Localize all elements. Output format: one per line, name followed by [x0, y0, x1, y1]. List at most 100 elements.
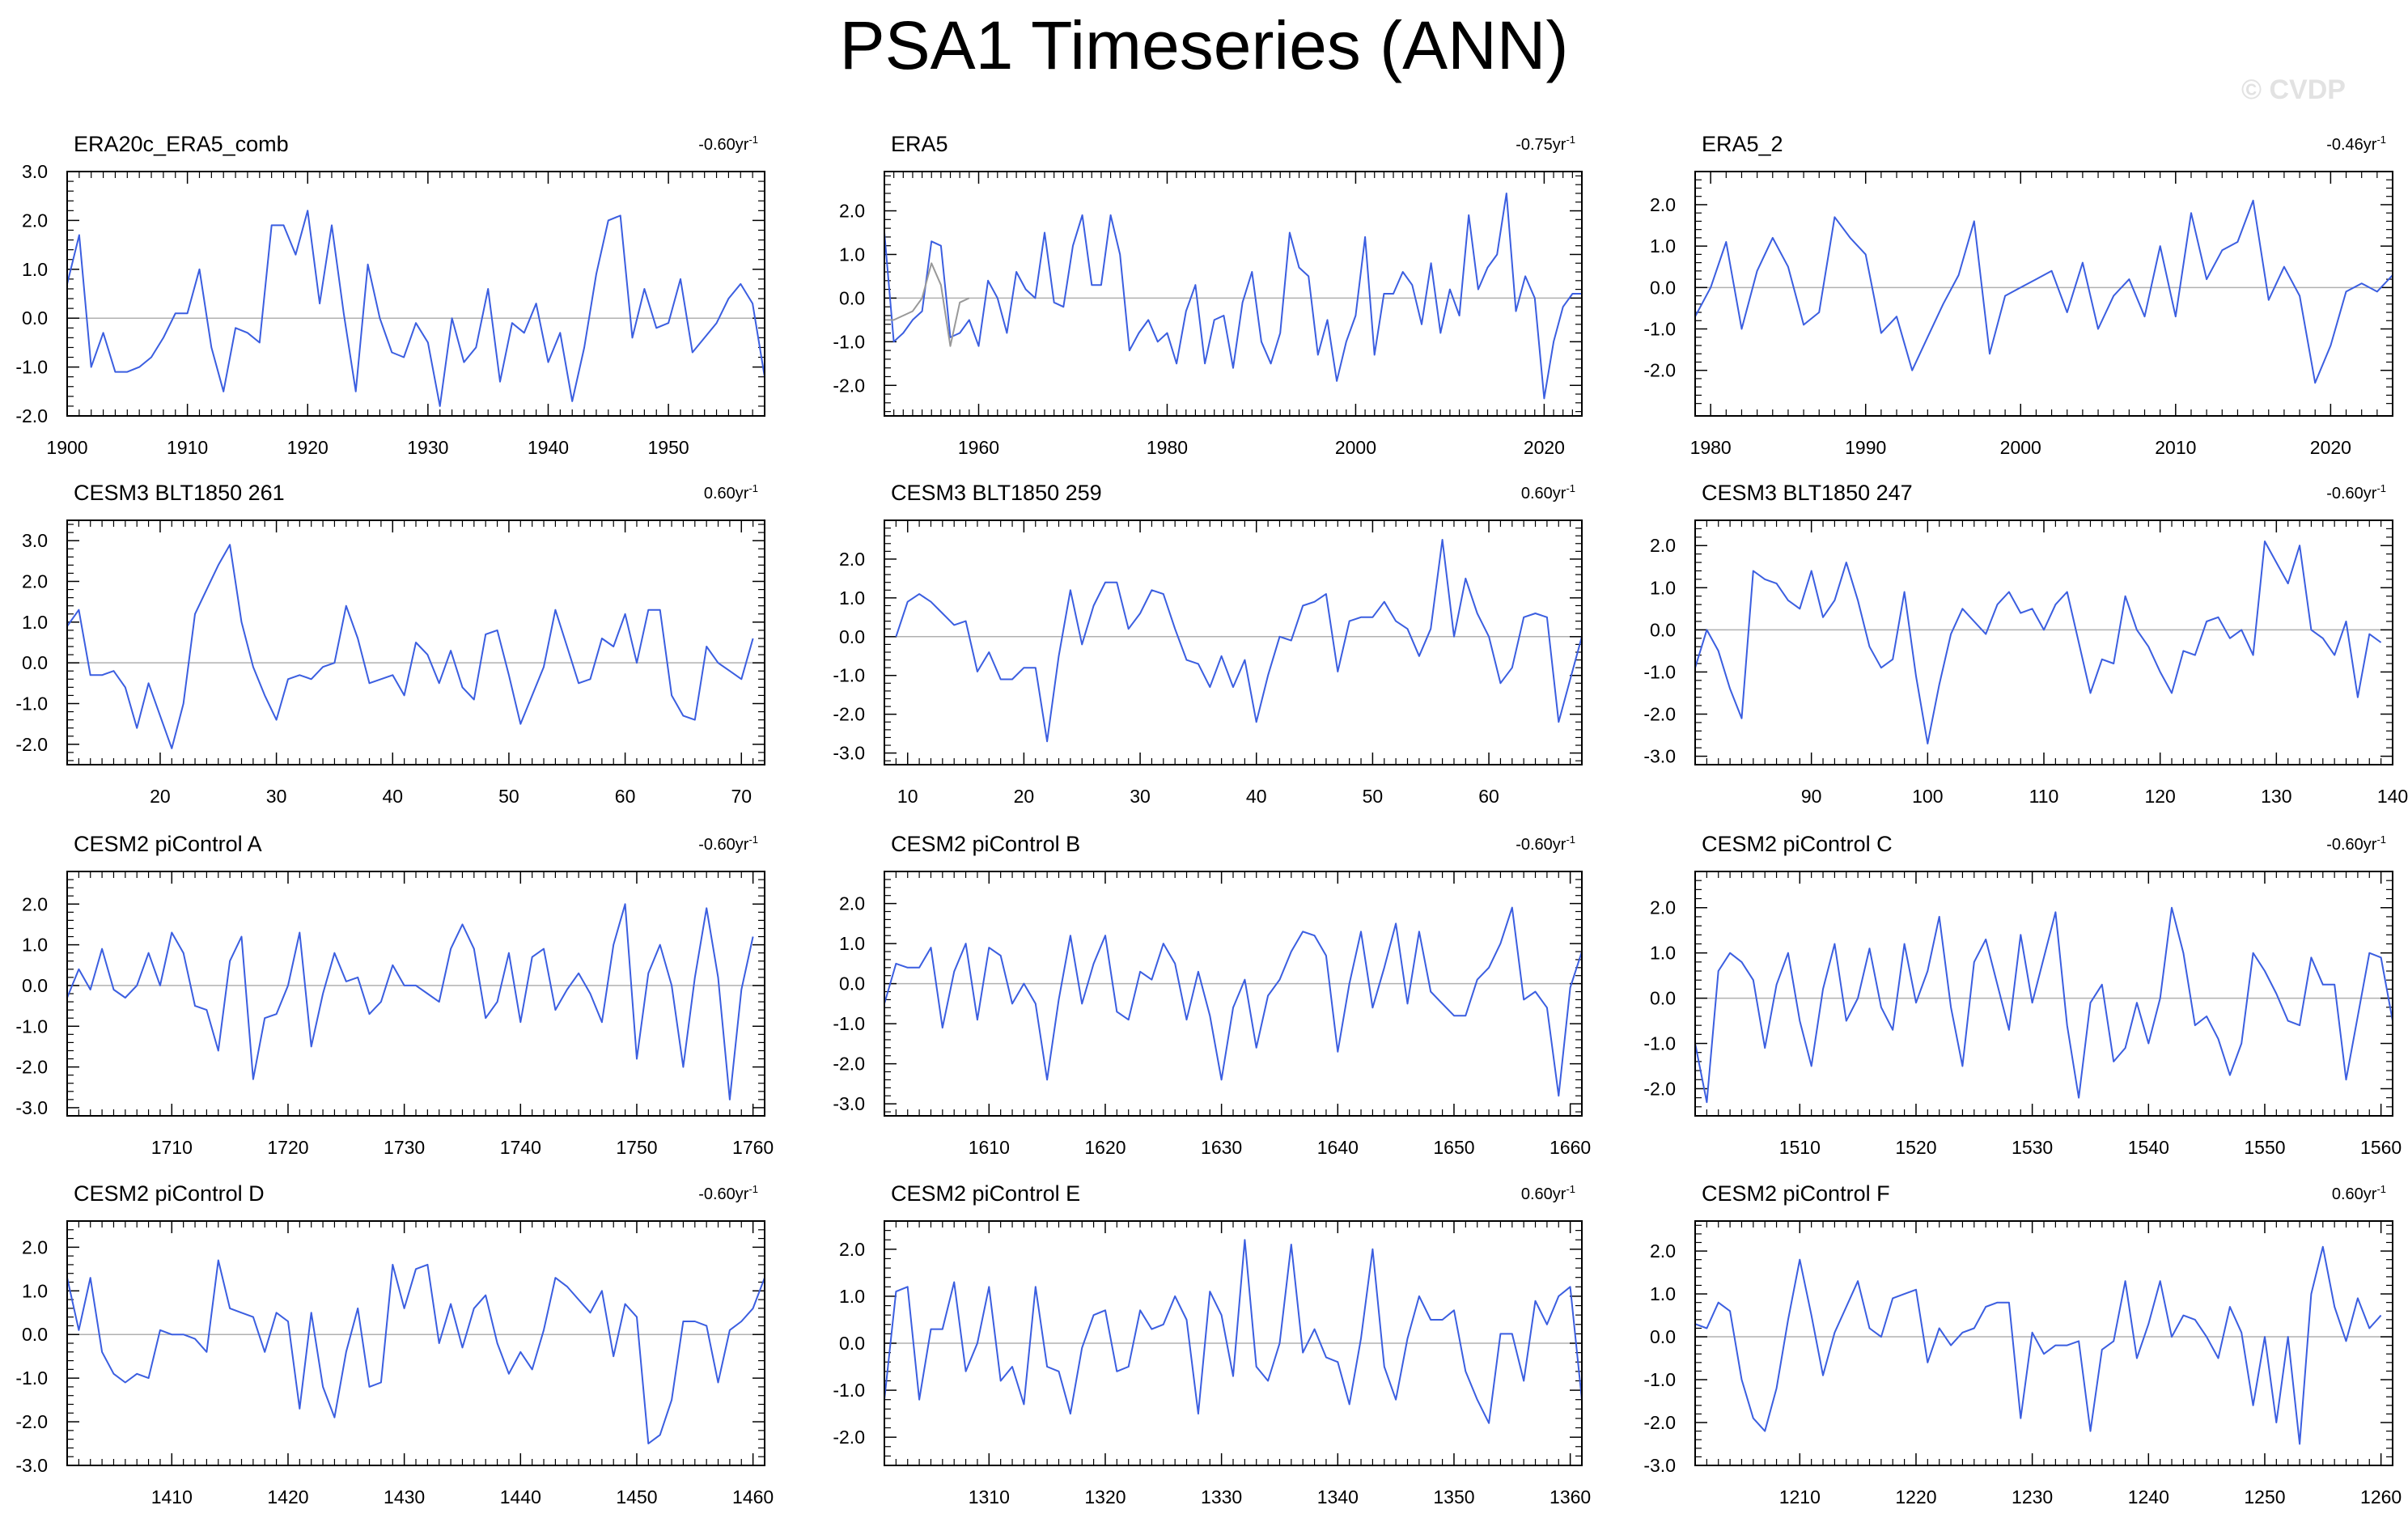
- y-tick-label: 2.0: [839, 549, 865, 570]
- x-tick-label: 1550: [2244, 1137, 2285, 1158]
- trend-label: -0.60yr-1: [2326, 482, 2386, 502]
- y-tick-label: -2.0: [15, 405, 48, 426]
- trend-label: -0.60yr-1: [698, 833, 758, 854]
- y-tick-label: -3.0: [833, 1093, 865, 1114]
- x-tick-label: 1230: [2012, 1486, 2053, 1507]
- y-tick-label: 2.0: [839, 1239, 865, 1260]
- panel-title: CESM2 piControl F: [1702, 1181, 1890, 1206]
- panel-frame: [884, 171, 1583, 417]
- trend-label: -0.46yr-1: [2326, 134, 2386, 154]
- panel-frame: [884, 519, 1583, 765]
- x-tick-label: 1460: [732, 1486, 774, 1507]
- x-tick-label: 1210: [1779, 1486, 1821, 1507]
- trend-value: -0.60yr: [2326, 485, 2377, 502]
- x-tick-label: 1510: [1779, 1137, 1821, 1158]
- y-tick-label: -3.0: [15, 1097, 48, 1118]
- trend-label: 0.60yr-1: [1521, 482, 1575, 502]
- y-tick-label: -1.0: [15, 1016, 48, 1037]
- trend-value: -0.60yr: [2326, 836, 2377, 854]
- trend-exponent: -1: [2376, 833, 2386, 846]
- y-tick-label: 1.0: [22, 1280, 48, 1301]
- trend-label: -0.60yr-1: [698, 134, 758, 154]
- trend-exponent: -1: [2376, 482, 2386, 494]
- x-tick-label: 1340: [1317, 1486, 1359, 1507]
- y-tick-label: 3.0: [22, 530, 48, 551]
- panel-title: ERA5: [891, 132, 948, 156]
- y-tick-label: 2.0: [1650, 535, 1676, 556]
- panel-title: CESM2 piControl A: [74, 832, 262, 856]
- x-tick-label: 1320: [1084, 1486, 1126, 1507]
- trend-exponent: -1: [748, 482, 758, 494]
- trend-value: -0.60yr: [698, 1185, 749, 1203]
- x-tick-label: 1980: [1690, 437, 1732, 458]
- y-tick-label: 1.0: [1650, 943, 1676, 964]
- chart-panel-11: CESM2 piControl E 0.60yr-1 1310 1320 1330 134…: [833, 1181, 1591, 1507]
- y-tick-label: -2.0: [1643, 1078, 1676, 1099]
- x-tick-label: 1990: [1845, 437, 1886, 458]
- x-tick-label: 1330: [1201, 1486, 1242, 1507]
- series-line: [67, 1259, 765, 1444]
- x-tick-label: 100: [1912, 786, 1943, 807]
- x-tick-label: 10: [897, 786, 918, 807]
- y-tick-label: -1.0: [1643, 1033, 1676, 1054]
- x-tick-label: 30: [266, 786, 287, 807]
- series-line: [884, 906, 1582, 1097]
- x-tick-label: 1420: [267, 1486, 308, 1507]
- x-tick-label: 1640: [1317, 1137, 1359, 1158]
- x-tick-label: 2000: [1335, 437, 1376, 458]
- chart-panel-12: CESM2 piControl F 0.60yr-1 1210 1220 1230 124…: [1643, 1181, 2402, 1507]
- chart-panel-1: ERA20c_ERA5_comb -0.60yr-1 1900 1910 1920 193…: [15, 132, 765, 458]
- y-tick-label: -2.0: [15, 734, 48, 755]
- y-tick-label: -1.0: [1643, 319, 1676, 340]
- x-tick-label: 70: [731, 786, 752, 807]
- series-line: [67, 210, 765, 407]
- chart-panel-9: CESM2 piControl C -0.60yr-1 1510 1520 1530 15…: [1643, 832, 2402, 1158]
- y-tick-label: 0.0: [22, 307, 48, 329]
- x-tick-label: 1750: [616, 1137, 657, 1158]
- y-tick-label: 1.0: [839, 1286, 865, 1307]
- y-tick-label: 2.0: [1650, 897, 1676, 918]
- trend-exponent: -1: [1566, 134, 1575, 146]
- trend-value: -0.60yr: [1516, 836, 1566, 854]
- y-tick-label: -2.0: [1643, 704, 1676, 725]
- trend-label: 0.60yr-1: [704, 482, 758, 502]
- chart-panel-10: CESM2 piControl D -0.60yr-1 1410 1420 1430 14…: [15, 1181, 774, 1507]
- chart-panel-2: ERA5 -0.75yr-1 1960 1980 2000 2020 -2.0 -1.0 0.0…: [833, 132, 1583, 458]
- x-tick-label: 1980: [1147, 437, 1188, 458]
- y-tick-label: -2.0: [15, 1057, 48, 1078]
- panel-frame: [1694, 171, 2393, 417]
- y-tick-label: -1.0: [1643, 1369, 1676, 1390]
- panel-frame: [884, 871, 1583, 1117]
- series-line: [1695, 1245, 2382, 1445]
- x-tick-label: 1760: [732, 1137, 774, 1158]
- x-tick-label: 140: [2377, 786, 2408, 807]
- y-tick-label: 0.0: [839, 1333, 865, 1354]
- x-tick-label: 1900: [46, 437, 87, 458]
- series-line: [884, 193, 1582, 400]
- trend-exponent: -1: [1566, 833, 1575, 846]
- y-tick-label: 2.0: [1650, 1240, 1676, 1261]
- trend-label: 0.60yr-1: [2332, 1183, 2386, 1203]
- y-tick-label: 1.0: [22, 259, 48, 280]
- y-tick-label: 0.0: [839, 287, 865, 308]
- series-line: [67, 544, 754, 749]
- y-tick-label: 2.0: [839, 201, 865, 222]
- panel-frame: [1694, 519, 2393, 765]
- x-tick-label: 40: [382, 786, 403, 807]
- x-tick-label: 2020: [1524, 437, 1565, 458]
- panel-frame: [66, 519, 765, 765]
- x-tick-label: 60: [1478, 786, 1499, 807]
- y-tick-label: -2.0: [833, 704, 865, 725]
- y-tick-label: 2.0: [22, 210, 48, 231]
- y-tick-label: 1.0: [22, 935, 48, 956]
- trend-value: 0.60yr: [1521, 485, 1566, 502]
- panel-title: CESM2 piControl C: [1702, 832, 1893, 856]
- panel-frame: [66, 871, 765, 1117]
- y-tick-label: -1.0: [15, 693, 48, 714]
- y-tick-label: -1.0: [15, 357, 48, 378]
- x-tick-label: 1350: [1433, 1486, 1474, 1507]
- x-tick-label: 50: [1363, 786, 1384, 807]
- x-tick-label: 2020: [2310, 437, 2351, 458]
- y-tick-label: -3.0: [15, 1455, 48, 1476]
- y-tick-label: 2.0: [839, 893, 865, 914]
